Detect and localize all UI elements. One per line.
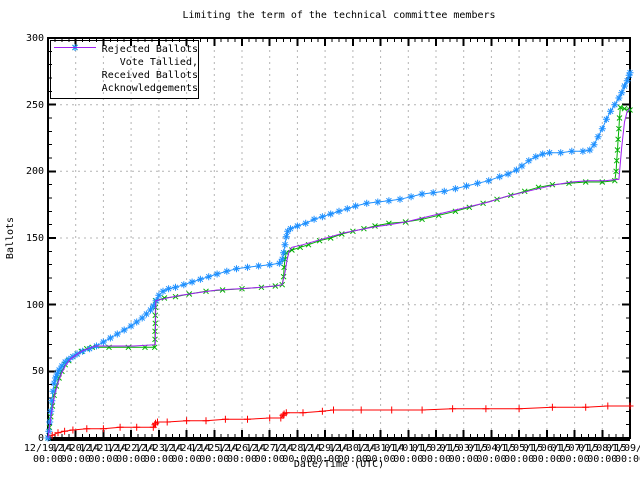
x-tick-time: 00:00 (254, 453, 285, 465)
x-tick-date: 01/03/15 (439, 443, 488, 454)
x-tick-label: 01/04/15 00:00 (459, 443, 523, 465)
series-line-received-ballots (47, 72, 631, 439)
x-tick-label: 01/02/15 00:00 (404, 443, 468, 465)
y-tick-label: 0 (37, 433, 44, 444)
legend-item-received-ballots: Received Ballots (51, 44, 198, 82)
x-tick-time: 00:00 (614, 453, 640, 465)
x-tick-label: 12/26/14 00:00 (210, 443, 274, 465)
x-tick-label: 12/19/14 00:00 (16, 443, 80, 465)
x-tick-date: 12/20/14 (51, 443, 100, 454)
x-tick-label: 12/29/14 00:00 (293, 443, 357, 465)
legend-item-acknowledgements: Acknowledgements (51, 47, 198, 95)
y-tick-label: 200 (25, 166, 44, 178)
x-tick-date: 01/04/15 (467, 443, 516, 454)
y-tick-label: 150 (25, 233, 44, 244)
x-tick-date: 12/28/14 (273, 443, 322, 454)
legend-sample-line (54, 47, 96, 48)
x-tick-time: 00:00 (337, 453, 368, 465)
chart-title: Limiting the term of the technical commi… (182, 10, 496, 21)
x-tick-date: 01/05/15 (495, 443, 544, 454)
x-tick-time: 00:00 (32, 453, 64, 465)
x-tick-time: 00:00 (531, 453, 562, 465)
x-tick-date: 01/02/15 (411, 443, 461, 454)
legend-label: Received Ballots (101, 69, 198, 81)
x-tick-label: 12/20/14 00:00 (44, 443, 108, 465)
x-tick-label: 01/03/15 00:00 (432, 443, 496, 465)
y-tick-label: 100 (25, 299, 44, 311)
x-tick-date: 01/08/15 (578, 443, 627, 454)
x-tick-time: 00:00 (504, 453, 535, 465)
x-tick-time: 00:00 (116, 453, 147, 465)
x-tick-date: 12/29/14 (301, 443, 350, 454)
y-tick-label: 50 (31, 366, 44, 378)
x-tick-label: 01/01/15 00:00 (376, 443, 440, 465)
x-tick-label: 01/06/15 00:00 (515, 443, 579, 465)
x-tick-label: 12/27/14 00:00 (238, 443, 302, 465)
x-tick-time: 00:00 (476, 453, 507, 465)
x-tick-time: 00:00 (226, 453, 258, 465)
x-tick-date: 01/01/15 (384, 443, 433, 454)
y-gridlines (48, 104, 630, 372)
x-tick-time: 00:00 (88, 453, 119, 465)
x-tick-date: 12/25/14 (190, 443, 239, 454)
x-tick-label: 01/07/15 00:00 (543, 443, 607, 465)
legend-label: Vote Tallied, (119, 56, 198, 68)
x-tick-date: 12/27/14 (245, 443, 294, 454)
x-tick-label: 12/25/14 00:00 (182, 443, 246, 465)
legend-label: Rejected Ballots (101, 43, 198, 55)
x-tick-time: 00:00 (365, 453, 396, 465)
x-tick-time: 00:00 (199, 453, 230, 465)
x-tick-time: 00:00 (559, 453, 590, 465)
x-tick-time: 00:00 (282, 453, 313, 465)
x-tick-label: 12/24/14 00:00 (155, 443, 219, 465)
x-tick-date: 01/07/15 (550, 443, 599, 454)
y-tick-label: 300 (25, 33, 44, 44)
x-tick-date: 12/21/14 (79, 443, 128, 454)
x-tick-time: 00:00 (393, 453, 424, 465)
x-tick-label: 12/22/14 00:00 (99, 443, 163, 465)
x-tick-label: 01/05/15 00:00 (487, 443, 551, 465)
series-line-rejected-ballots (47, 405, 630, 439)
series-markers-received-ballots (44, 69, 634, 442)
legend-box: Rejected Ballots Vote Tallied, Received Ba… (50, 40, 199, 99)
x-axis-title: Date/Time (UTC) (293, 459, 385, 470)
x-tick-time: 00:00 (448, 453, 479, 465)
x-tick-time: 00:00 (420, 453, 452, 465)
y-tick-label: 250 (25, 99, 44, 111)
x-tick-label: 12/31/14 00:00 (349, 443, 413, 465)
x-tick-date: 12/30/14 (328, 443, 377, 454)
x-tick-time: 00:00 (171, 453, 202, 465)
x-tick-date: 12/24/14 (162, 443, 211, 454)
x-tick-date: 01/09/15 (605, 443, 640, 454)
x-tick-label: 12/23/14 00:00 (127, 443, 191, 465)
x-tick-time: 00:00 (60, 453, 91, 465)
x-tick-date: 12/26/14 (217, 443, 267, 454)
legend-label: Acknowledgements (101, 82, 198, 94)
x-tick-time: 00:00 (310, 453, 341, 465)
x-tick-date: 12/31/14 (356, 443, 405, 454)
x-tick-label: 12/30/14 00:00 (321, 443, 385, 465)
x-tick-label: 12/21/14 00:00 (71, 443, 135, 465)
x-tick-date: 01/06/15 (522, 443, 571, 454)
x-tick-date: 12/23/14 (134, 443, 183, 454)
series-line-acknowledgements (47, 108, 631, 439)
x-tick-time: 00:00 (587, 453, 618, 465)
x-tick-date: 12/19/14 (23, 443, 73, 454)
x-tick-label: 01/08/15 00:00 (570, 443, 634, 465)
legend-item-vote-tallied: Vote Tallied, (51, 44, 198, 69)
x-tick-label: 12/28/14 00:00 (265, 443, 329, 465)
x-tick-time: 00:00 (143, 453, 174, 465)
x-tick-date: 12/22/14 (107, 443, 156, 454)
